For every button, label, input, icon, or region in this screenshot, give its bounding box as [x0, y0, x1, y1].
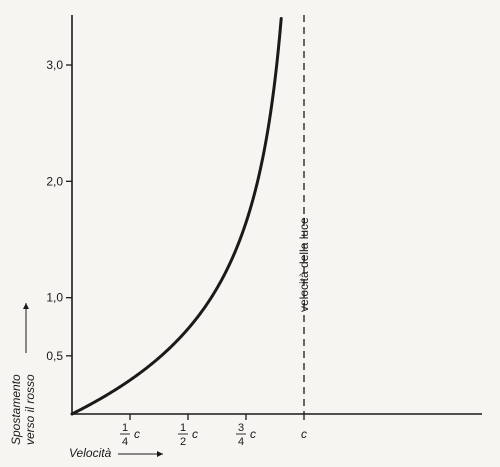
- y-axis-title: Spostamento verso il rosso: [9, 374, 37, 445]
- asymptote-label: velocità della luce: [297, 217, 311, 312]
- redshift-curve: [70, 16, 283, 416]
- y-axis-arrow: [23, 303, 29, 353]
- x-tick-denominator-0: 4: [122, 436, 128, 448]
- x-tick-label-3: c: [301, 427, 307, 441]
- y-tick-label-0: 0,5: [46, 349, 63, 363]
- x-tick-unit-0: c: [134, 427, 140, 441]
- x-axis-title: Velocità: [69, 446, 112, 460]
- x-tick-unit-2: c: [250, 427, 256, 441]
- axes: [71, 15, 482, 415]
- y-tick-label-2: 2,0: [46, 174, 63, 188]
- y-axis-title-line1: Spostamento: [9, 374, 23, 445]
- x-tick-denominator-2: 4: [238, 436, 244, 448]
- x-tick-numerator-1: 1: [180, 422, 186, 434]
- x-tick-unit-1: c: [192, 427, 198, 441]
- x-tick-denominator-1: 2: [180, 436, 186, 448]
- x-tick-numerator-2: 3: [238, 422, 244, 434]
- y-tick-label-1: 1,0: [46, 291, 63, 305]
- y-ticks: 0,5 1,0 2,0 3,0: [46, 58, 72, 363]
- y-axis-title-line2: verso il rosso: [23, 374, 37, 445]
- x-axis-arrow: [118, 451, 163, 457]
- y-tick-label-3: 3,0: [46, 58, 63, 72]
- x-ticks: 14c 12c 34c c: [120, 414, 307, 448]
- x-tick-numerator-0: 1: [122, 422, 128, 434]
